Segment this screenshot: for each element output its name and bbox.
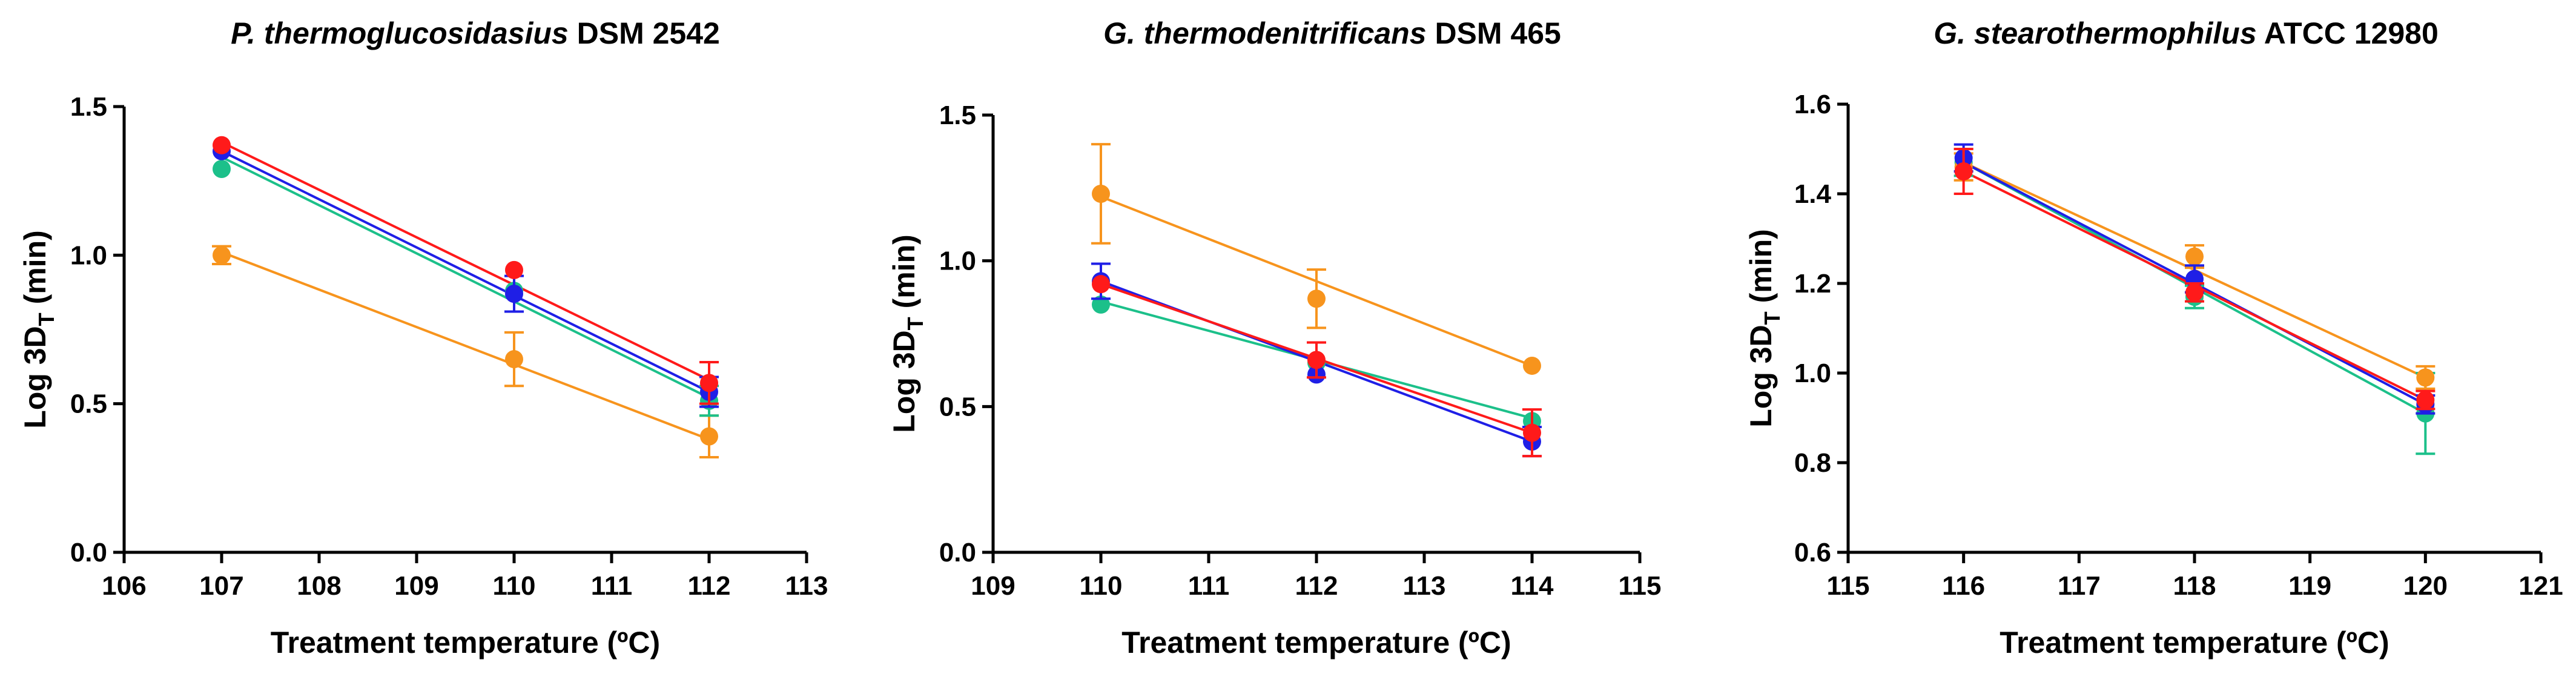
chart-3-y-tick-label: 1.6: [1794, 90, 1831, 119]
chart-2-y-label-sub: T: [903, 317, 928, 330]
chart-1-x-tick-label: 106: [102, 571, 146, 601]
chart-1-y-label-unit: (min): [18, 230, 52, 312]
chart-2-y-label-main: Log 3D: [887, 330, 921, 432]
chart-1-title-italic: P. thermoglucosidasius: [231, 16, 569, 50]
chart-3-x-tick-label: 117: [2058, 571, 2101, 601]
chart-1-y-tick-label: 0.5: [70, 389, 107, 419]
chart-2-x-tick-label: 110: [1080, 571, 1123, 601]
chart-1-point-orange: [700, 427, 718, 446]
chart-1-fit-line-orange: [221, 251, 710, 441]
chart-1-point-blue: [505, 285, 523, 303]
chart-3-y-tick-label: 1.0: [1794, 359, 1831, 388]
chart-1-y-tick-label: 1.0: [70, 240, 107, 270]
chart-3-x-label: Treatment temperature (ºC): [2000, 626, 2389, 660]
chart-3-x-tick-label: 119: [2288, 571, 2331, 601]
chart-2-x-tick-label: 112: [1295, 571, 1338, 601]
chart-2-point-orange: [1092, 184, 1110, 203]
chart-3-x-tick-label: 120: [2403, 571, 2448, 601]
chart-2-point-orange: [1307, 289, 1326, 308]
chart-1-fit-line-blue: [221, 150, 710, 393]
chart-3-y-label-sub: T: [1760, 311, 1785, 325]
chart-2-x-tick-label: 114: [1511, 571, 1554, 601]
chart-3-x-tick-label: 116: [1942, 571, 1985, 601]
chart-1-y-label: Log 3DT (min): [18, 230, 59, 429]
chart-2-x-label: Treatment temperature (ºC): [1121, 626, 1511, 660]
chart-2-x-tick-label: 115: [1619, 571, 1662, 601]
chart-2-point-red: [1307, 351, 1326, 369]
chart-2-title: G. thermodenitrificans DSM 465: [1103, 16, 1561, 50]
chart-2-y-tick-label: 1.5: [939, 101, 976, 130]
chart-2-x-tick-label: 111: [1188, 571, 1230, 601]
chart-1-title: P. thermoglucosidasius DSM 2542: [231, 16, 720, 50]
chart-2-x-tick-label: 109: [971, 571, 1015, 601]
chart-3-y-tick-label: 0.8: [1794, 448, 1831, 478]
chart-1-x-tick-label: 108: [297, 571, 341, 601]
chart-2-x-tick-label: 113: [1403, 571, 1446, 601]
chart-1-x-tick-label: 113: [785, 571, 828, 601]
chart-3-title-rest: ATCC 12980: [2257, 16, 2439, 50]
chart-3-y-tick-label: 1.4: [1794, 179, 1832, 209]
chart-1-y-label-sub: T: [34, 312, 59, 326]
chart-1-x-tick-label: 111: [591, 571, 633, 601]
chart-2-point-green: [1092, 295, 1110, 314]
chart-1-x-label: Treatment temperature (ºC): [271, 626, 660, 660]
chart-1-x-tick-label: 109: [394, 571, 438, 601]
chart-3-y-label-main: Log 3D: [1744, 325, 1778, 427]
chart-1-point-red: [700, 374, 718, 392]
chart-2-point-orange: [1523, 356, 1541, 375]
chart-3-x-tick-label: 118: [2173, 571, 2216, 601]
chart-1-point-orange: [213, 246, 231, 265]
chart-3-point-orange: [2416, 368, 2435, 387]
chart-2-title-italic: G. thermodenitrificans: [1103, 16, 1426, 50]
chart-1: P. thermoglucosidasius DSM 2542 0.0 0.5 1.0…: [18, 16, 828, 660]
chart-2-y-tick-label: 0.5: [939, 392, 976, 422]
chart-3-point-red: [2185, 283, 2204, 302]
chart-2-point-red: [1092, 275, 1110, 294]
chart-1-x-tick-label: 112: [688, 571, 731, 601]
chart-2-y-label-unit: (min): [887, 234, 921, 317]
chart-3: G. stearothermophilus ATCC 12980 0.6 0.8 1.…: [1744, 16, 2563, 660]
chart-2-title-rest: DSM 465: [1427, 16, 1561, 50]
chart-3-y-tick-label: 1.2: [1794, 269, 1831, 299]
chart-1-y-tick-label: 0.0: [70, 538, 107, 567]
chart-1-x-tick-label: 107: [199, 571, 243, 601]
chart-2-y-label: Log 3DT (min): [887, 234, 928, 433]
chart-1-point-red: [213, 136, 231, 154]
chart-3-point-red: [1954, 162, 1973, 180]
chart-2: G. thermodenitrificans DSM 465 0.0 0.5 1.0 1…: [887, 16, 1661, 660]
chart-1-fit-line-green: [221, 156, 710, 399]
chart-2-point-red: [1523, 423, 1541, 442]
chart-3-title-italic: G. stearothermophilus: [1934, 16, 2256, 50]
chart-1-x-tick-label: 110: [493, 571, 536, 601]
chart-3-x-tick-label: 115: [1827, 571, 1870, 601]
chart-1-title-rest: DSM 2542: [569, 16, 720, 50]
chart-3-y-tick-label: 0.6: [1794, 538, 1831, 567]
chart-3-y-label: Log 3DT (min): [1744, 229, 1785, 428]
chart-3-title: G. stearothermophilus ATCC 12980: [1934, 16, 2439, 50]
chart-3-point-red: [2416, 391, 2435, 409]
chart-1-point-orange: [505, 350, 523, 369]
chart-3-y-label-unit: (min): [1744, 229, 1778, 311]
chart-1-point-green: [213, 160, 231, 179]
chart-2-y-tick-label: 0.0: [939, 538, 976, 567]
chart-1-fit-line-red: [221, 141, 710, 382]
chart-2-y-tick-label: 1.0: [939, 246, 976, 276]
chart-1-point-red: [505, 260, 523, 279]
chart-3-x-tick-label: 121: [2518, 571, 2563, 601]
chart-1-y-label-main: Log 3D: [18, 326, 52, 428]
chart-1-y-tick-label: 1.5: [70, 92, 107, 122]
chart-3-point-orange: [2185, 247, 2204, 266]
